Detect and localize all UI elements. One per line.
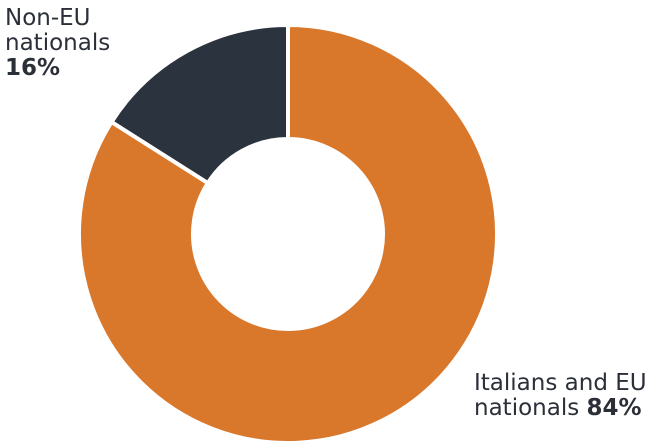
slice-label-eu-line1: Italians and EU	[474, 370, 647, 396]
slice-label-eu-line2: nationals	[474, 395, 580, 421]
slice-label-non-eu-line2: nationals	[5, 30, 111, 56]
slice-value-eu: 84%	[586, 395, 642, 421]
slice-value-non-eu: 16%	[5, 55, 61, 81]
slice-label-non-eu-line1: Non-EU	[5, 5, 91, 31]
slice-non-eu	[108, 22, 290, 186]
slice-eu	[77, 22, 499, 441]
chart-center	[280, 226, 296, 242]
slice-label-non-eu: Non-EU nationals 16%	[5, 6, 110, 81]
slice-label-eu: Italians and EU nationals 84%	[474, 371, 647, 421]
